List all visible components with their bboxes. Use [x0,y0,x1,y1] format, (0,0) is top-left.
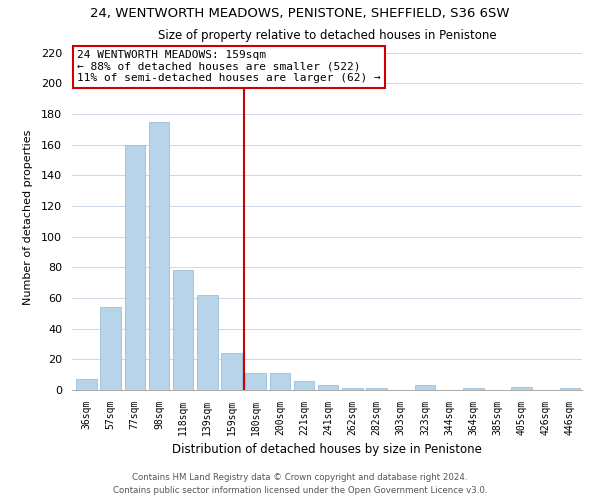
Bar [294,381,314,390]
Bar [511,387,532,390]
Bar [149,122,169,390]
Bar [197,295,218,390]
Text: 24 WENTWORTH MEADOWS: 159sqm
← 88% of detached houses are smaller (522)
11% of s: 24 WENTWORTH MEADOWS: 159sqm ← 88% of de… [77,50,381,84]
Title: Size of property relative to detached houses in Penistone: Size of property relative to detached ho… [158,30,496,43]
X-axis label: Distribution of detached houses by size in Penistone: Distribution of detached houses by size … [172,444,482,456]
Bar [76,380,97,390]
Bar [100,307,121,390]
Bar [221,353,242,390]
Text: 24, WENTWORTH MEADOWS, PENISTONE, SHEFFIELD, S36 6SW: 24, WENTWORTH MEADOWS, PENISTONE, SHEFFI… [90,8,510,20]
Text: Contains HM Land Registry data © Crown copyright and database right 2024.
Contai: Contains HM Land Registry data © Crown c… [113,474,487,495]
Bar [318,386,338,390]
Bar [560,388,580,390]
Bar [463,388,484,390]
Bar [245,373,266,390]
Bar [173,270,193,390]
Bar [415,386,435,390]
Bar [125,144,145,390]
Y-axis label: Number of detached properties: Number of detached properties [23,130,32,305]
Bar [366,388,387,390]
Bar [342,388,362,390]
Bar [269,373,290,390]
